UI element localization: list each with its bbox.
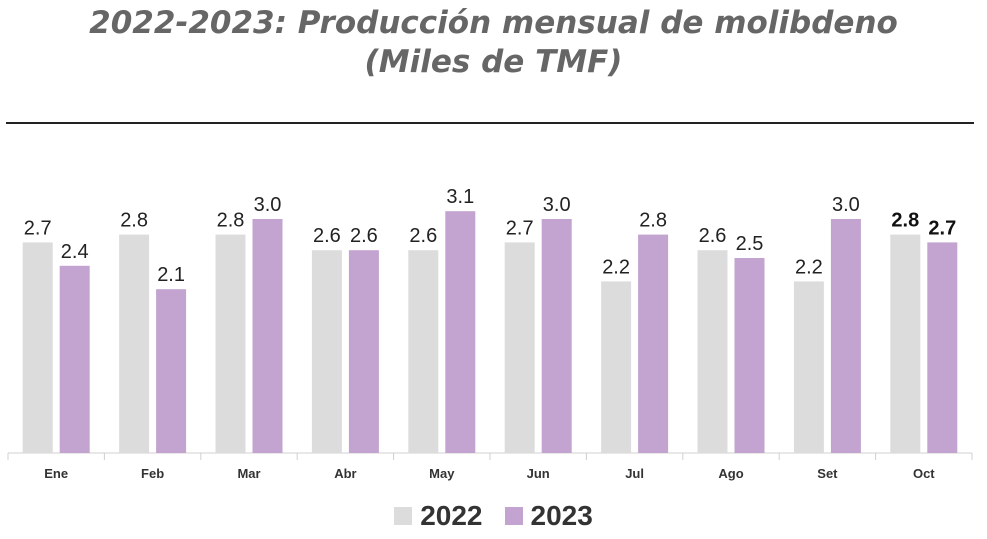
bar-2022-abr [311,250,342,453]
bar-2023-abr [348,250,379,453]
x-tick-label-jun: Jun [527,466,550,481]
bar-2023-feb [156,289,187,453]
bar-2023-may [445,211,476,453]
data-label-2022-jul: 2.2 [602,256,630,278]
bar-2022-jul [601,281,632,453]
bar-2022-jun [504,242,535,453]
bar-2022-set [793,281,824,453]
legend-item-2022: 2022 [394,500,483,532]
bar-2022-oct [890,234,921,453]
bar-2022-may [408,250,439,453]
x-tick-label-mar: Mar [237,466,260,481]
data-label-2023-jul: 2.8 [639,210,667,232]
data-label-2022-may: 2.6 [409,225,437,247]
bar-2023-jul [638,234,669,453]
legend-label-2022: 2022 [420,500,483,531]
bar-2023-oct [927,242,958,453]
x-tick-label-ene: Ene [44,466,68,481]
data-label-2022-ago: 2.6 [699,225,727,247]
data-label-2022-oct: 2.8 [891,210,919,232]
legend-item-2023: 2023 [504,500,593,532]
bar-2022-feb [119,234,150,453]
x-tick-label-jul: Jul [625,466,644,481]
bar-2023-set [830,219,861,453]
x-tick-label-set: Set [817,466,838,481]
data-label-2023-jun: 3.0 [543,194,571,216]
data-label-2022-ene: 2.7 [24,217,52,239]
chart-title: 2022-2023: Producción mensual de molibde… [89,5,898,41]
data-label-2023-feb: 2.1 [157,264,185,286]
data-label-2023-set: 3.0 [832,194,860,216]
bar-2023-ene [59,265,90,453]
bar-2022-ago [697,250,728,453]
x-tick-label-abr: Abr [334,466,356,481]
data-label-2022-abr: 2.6 [313,225,341,247]
data-label-2023-ene: 2.4 [61,241,89,263]
x-tick-label-feb: Feb [141,466,164,481]
data-label-2022-set: 2.2 [795,256,823,278]
data-label-2023-oct: 2.7 [928,217,956,239]
data-label-2023-may: 3.1 [446,186,474,208]
legend-label-2023: 2023 [530,500,593,531]
legend-swatch-2023 [504,507,523,525]
legend: 2022 2023 [0,496,987,536]
chart-subtitle: (Miles de TMF) [364,44,623,80]
data-label-2022-jun: 2.7 [506,217,534,239]
bar-2022-ene [22,242,53,453]
data-label-2023-ago: 2.5 [736,233,764,255]
bar-2022-mar [215,234,246,453]
data-label-2022-mar: 2.8 [217,210,245,232]
x-tick-label-ago: Ago [718,466,743,481]
data-label-2023-mar: 3.0 [254,194,282,216]
data-label-2022-feb: 2.8 [120,210,148,232]
legend-swatch-2022 [394,507,413,525]
bar-2023-jun [541,219,572,453]
header-rule [6,122,974,124]
x-tick-label-may: May [429,466,455,481]
bar-2023-ago [734,258,765,453]
data-label-2023-abr: 2.6 [350,225,378,247]
bar-2023-mar [252,219,283,453]
x-tick-label-oct: Oct [913,466,935,481]
